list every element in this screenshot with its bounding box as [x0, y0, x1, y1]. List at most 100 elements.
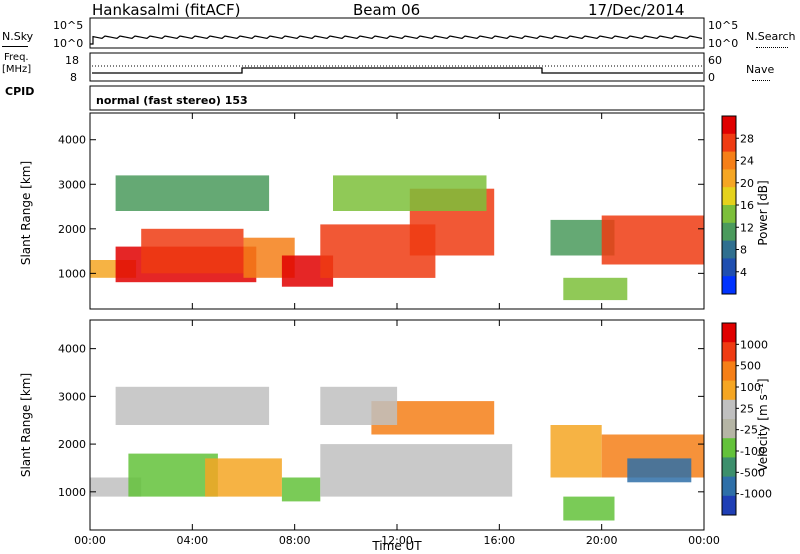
cpid-text: normal (fast stereo) 153: [96, 94, 248, 107]
nsearch-tick-low: 10^0: [708, 37, 739, 50]
data-region: [563, 496, 615, 521]
data-region: [563, 277, 628, 301]
nave-tick-low: 0: [708, 71, 715, 84]
colorbar-tick-label: 1000: [740, 338, 768, 351]
data-region: [115, 175, 270, 211]
colorbar-frame: [721, 322, 737, 516]
nave-label: Nave: [746, 63, 775, 76]
x-axis-label: Time UT: [371, 539, 422, 553]
cpid-label: CPID: [5, 85, 35, 98]
x-tick-label: 20:00: [586, 534, 618, 547]
date-title: 17/Dec/2014: [588, 1, 685, 19]
data-region: [115, 386, 270, 425]
colorbar-tick-label: 16: [740, 199, 754, 212]
colorbar-tick-label: -25: [740, 424, 758, 437]
colorbar-segment: [722, 169, 736, 188]
nave-legend-line: [752, 80, 770, 81]
y-tick-label: 1000: [58, 267, 86, 280]
freq-label: Freq.: [4, 52, 29, 63]
colorbar-segment: [722, 457, 736, 478]
colorbar-segment: [722, 380, 736, 401]
data-region: [627, 458, 692, 483]
data-region: [281, 477, 321, 502]
nsearch-label: N.Search: [746, 30, 796, 43]
colorbar-segment: [722, 419, 736, 439]
y-tick-label: 3000: [58, 390, 86, 403]
data-region: [320, 444, 513, 497]
colorbar-tick-label: 500: [740, 360, 761, 373]
colorbar-segment: [722, 222, 736, 242]
data-region: [320, 386, 398, 425]
colorbar-segment: [722, 276, 736, 295]
colorbar-tick-label: 20: [740, 177, 754, 190]
nsky-tick-low: 10^0: [53, 37, 84, 50]
nsky-tick-high: 10^5: [53, 19, 84, 32]
x-tick-label: 16:00: [483, 534, 515, 547]
velocity-colorbar-label: Velocity [m s⁻¹]: [756, 378, 770, 471]
freq-panel-frame: [89, 52, 705, 82]
velocity-panel: 1000 2000 3000 4000 00:00 04:00 08:00 12:00 16:0…: [58, 319, 720, 547]
y-tick-label: 2000: [58, 223, 86, 236]
freq-unit-label: [MHz]: [2, 64, 32, 75]
x-tick-label: 08:00: [279, 534, 311, 547]
colorbar-tick-label: -1000: [740, 488, 772, 501]
colorbar-segment: [722, 258, 736, 277]
y-tick-label: 3000: [58, 178, 86, 191]
y-tick-label: 4000: [58, 134, 86, 147]
colorbar-segment: [722, 323, 736, 343]
station-title: Hankasalmi (fitACF): [92, 1, 241, 19]
velocity-colorbar: 1000 500 100 25 -25 -100 -500 -1000: [721, 322, 772, 516]
colorbar-segment: [722, 205, 736, 224]
colorbar-segment: [722, 399, 736, 420]
x-tick-label: 00:00: [74, 534, 106, 547]
aux-traces: [90, 35, 703, 74]
data-region: [205, 458, 282, 497]
colorbar-tick-label: -100: [740, 445, 765, 458]
colorbar-segment: [722, 133, 736, 153]
freq-tick-high: 18: [65, 54, 79, 67]
freq-tick-low: 8: [70, 71, 77, 84]
colorbar-segment: [722, 361, 736, 382]
nsky-trace: [90, 35, 703, 45]
x-tick-label: 00:00: [688, 534, 720, 547]
colorbar-tick-label: 4: [740, 266, 747, 279]
power-ylabel: Slant Range [km]: [19, 161, 33, 265]
colorbar-segment: [722, 116, 736, 135]
power-colorbar: 28 24 20 16 12 8 4: [721, 115, 754, 295]
nsearch-tick-high: 10^5: [708, 19, 739, 32]
colorbar-segment: [722, 151, 736, 170]
colorbar-segment: [722, 342, 736, 362]
colorbar-segment: [722, 476, 736, 497]
data-region: [128, 453, 218, 497]
power-panel: 1000 2000 3000 4000: [58, 112, 705, 310]
x-tick-label: 12:00: [381, 534, 413, 547]
data-region: [550, 425, 602, 478]
colorbar-tick-label: 24: [740, 155, 754, 168]
y-tick-label: 1000: [58, 486, 86, 499]
power-colorbar-label: Power [dB]: [756, 180, 770, 245]
colorbar-segment: [722, 240, 736, 259]
colorbar-tick-label: 28: [740, 132, 754, 145]
colorbar-tick-label: 12: [740, 221, 754, 234]
colorbar-segment: [722, 495, 736, 516]
x-tick-label: 04:00: [176, 534, 208, 547]
nsky-label: N.Sky: [2, 30, 34, 43]
y-tick-label: 4000: [58, 343, 86, 356]
colorbar-segment: [722, 438, 736, 458]
colorbar-tick-label: 8: [740, 244, 747, 257]
beam-title: Beam 06: [353, 1, 421, 19]
colorbar-tick-label: 25: [740, 402, 754, 415]
noise-panel-frame: [89, 17, 705, 49]
colorbar-tick-label: 100: [740, 381, 761, 394]
cpid-panel-frame: [89, 85, 705, 111]
colorbar-segment: [722, 187, 736, 206]
nsky-legend-line: [2, 46, 28, 47]
data-region: [141, 228, 244, 274]
nave-tick-high: 60: [708, 54, 722, 67]
colorbar-tick-label: -500: [740, 466, 765, 479]
freq-trace: [92, 67, 703, 74]
velocity-ylabel: Slant Range [km]: [19, 373, 33, 477]
data-region: [333, 175, 487, 211]
nsearch-legend-line: [756, 47, 788, 48]
